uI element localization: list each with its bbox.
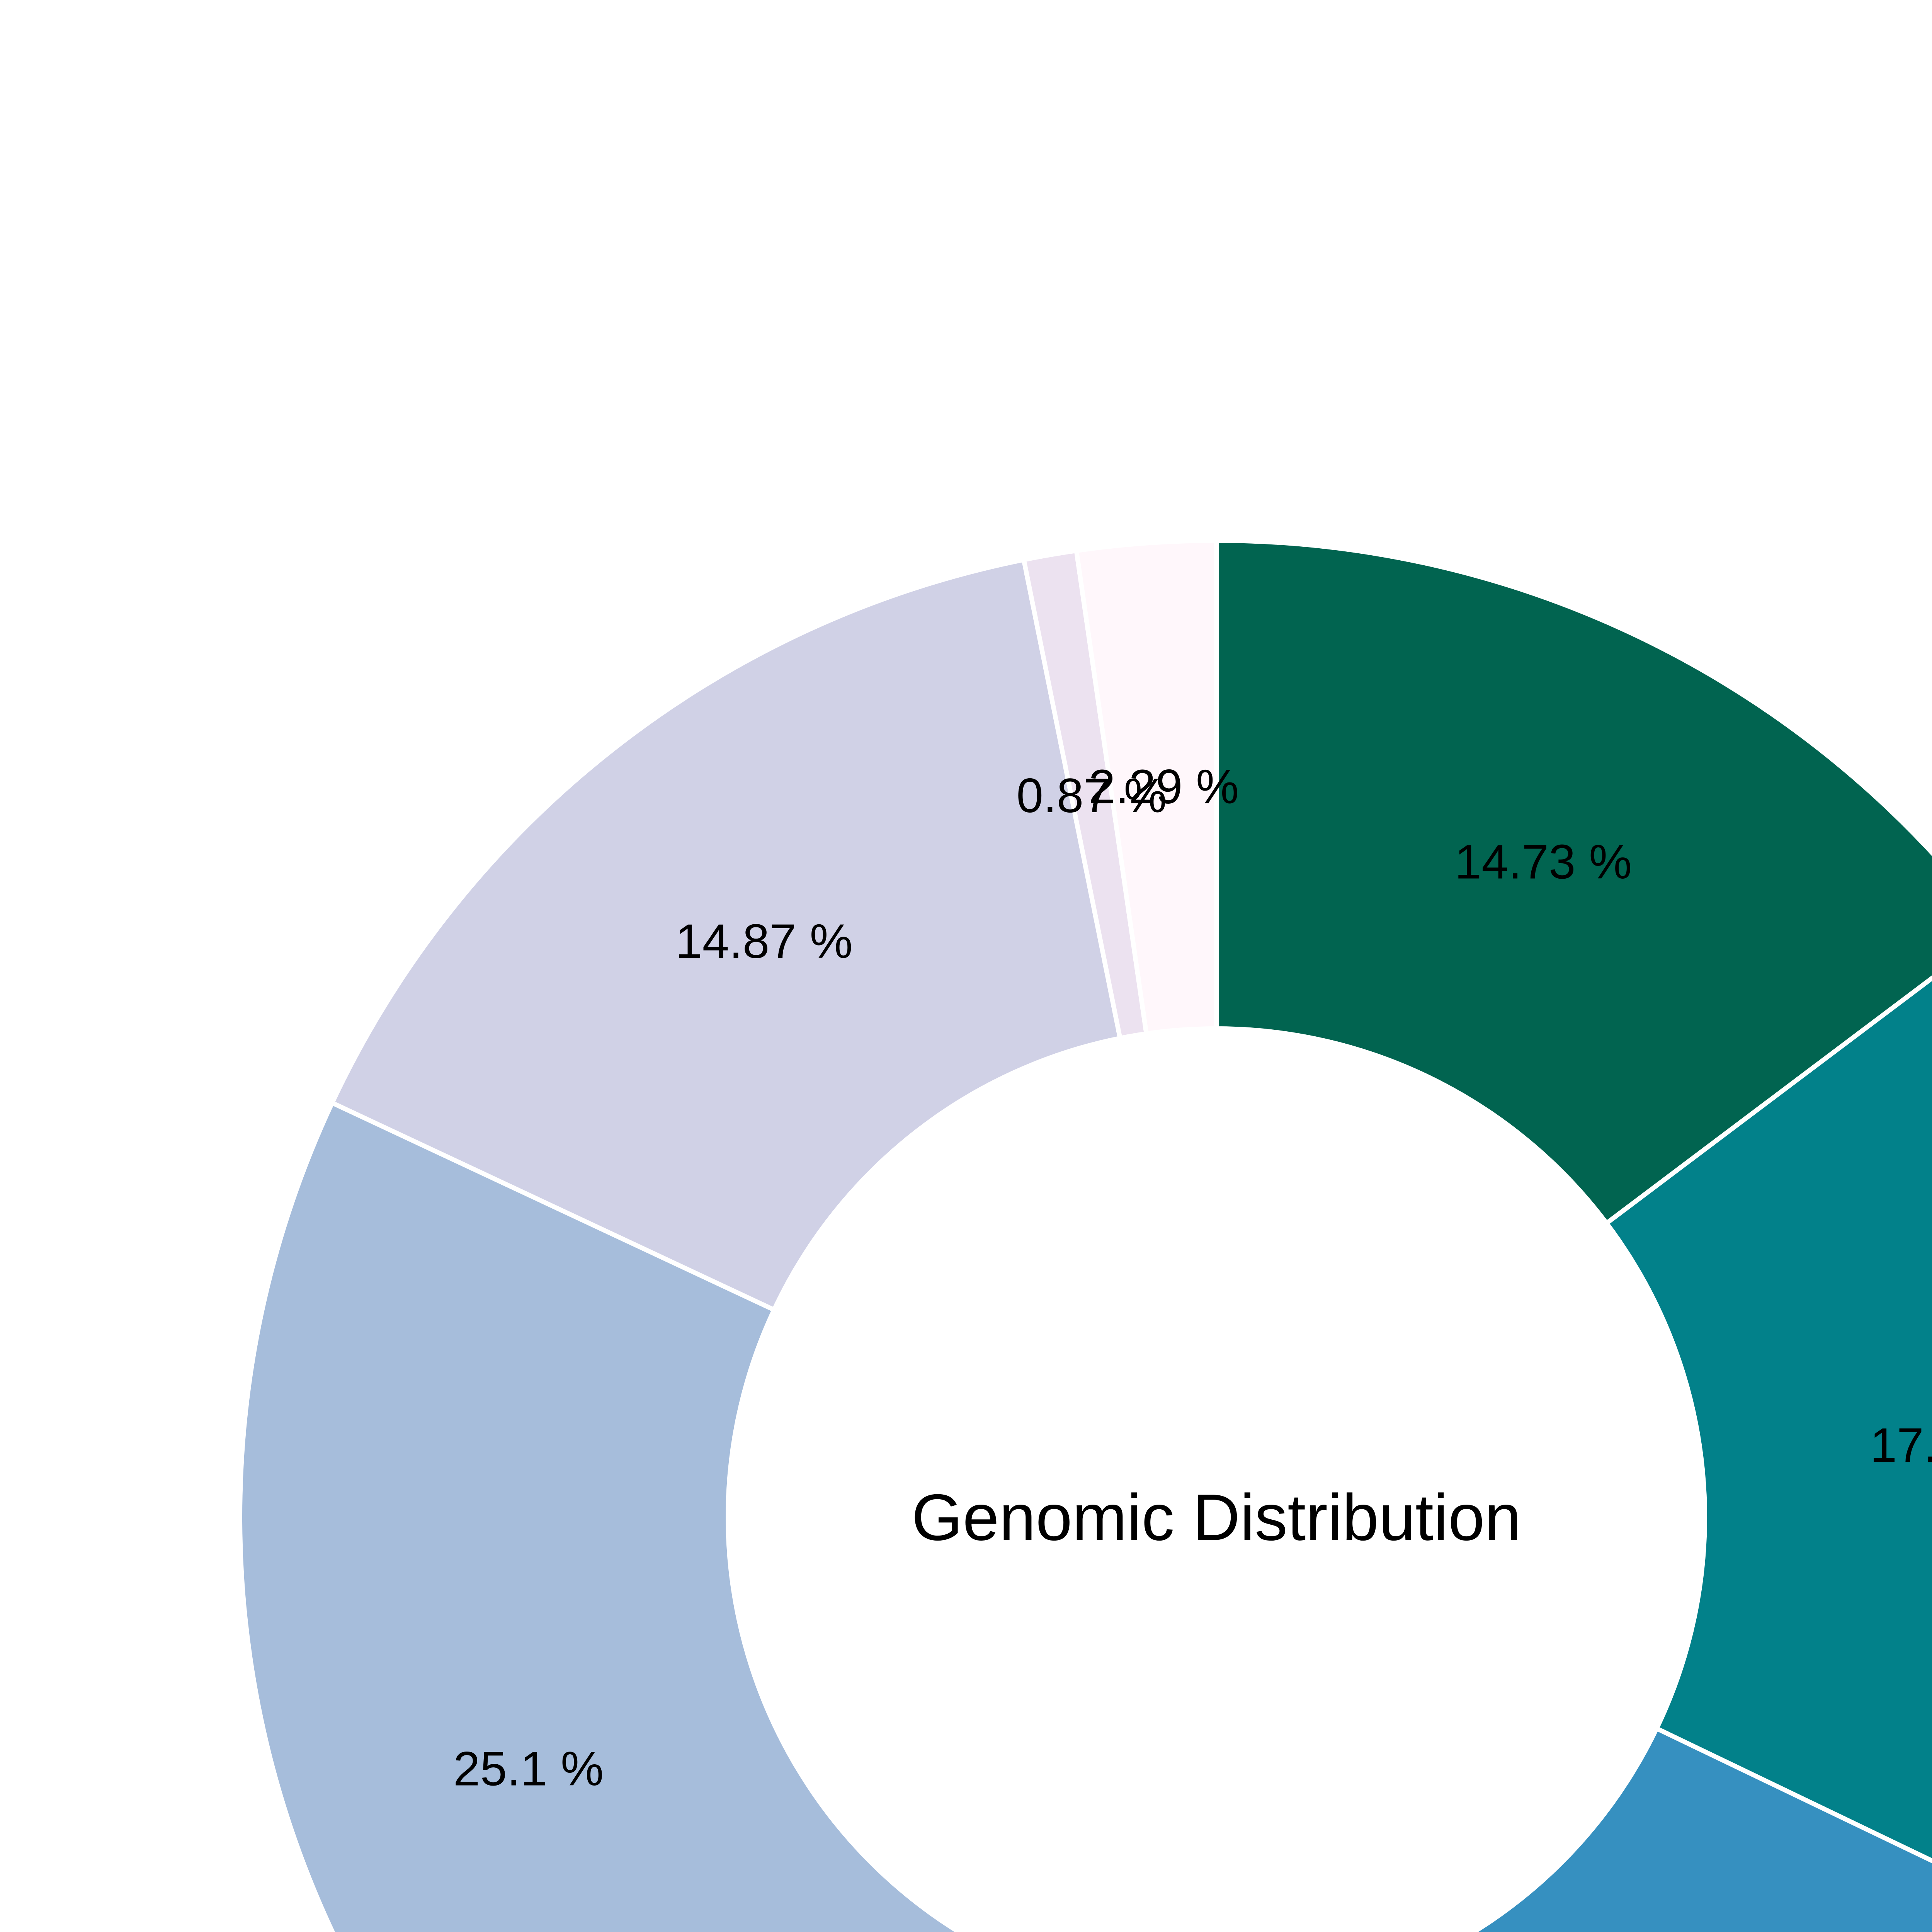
slice-Exon [238, 1100, 963, 1932]
percent-label-Intronexonboundary: 17.4 % [1870, 1418, 1932, 1472]
percent-label-5UTR: 14.87 % [675, 915, 853, 968]
slice-Intron [1469, 1726, 1932, 1932]
percent-label-3UTR: 0.87 % [1016, 769, 1167, 823]
percent-label-Exon: 25.1 % [453, 1742, 604, 1796]
percent-label-Promoter: 14.73 % [1455, 835, 1632, 889]
slice-5UTR [330, 557, 1122, 1312]
slice-percent-labels: 14.73 %17.4 %14.36 %10.39 %25.1 %14.87 %… [453, 760, 1932, 1796]
donut-slices [238, 538, 1932, 1932]
chart-title: Genomic Distribution [912, 1481, 1521, 1554]
percent-label-1to5kb: 2.29 % [1088, 760, 1239, 814]
slice-1to5kb [1074, 538, 1219, 1036]
slice-Promoter [1214, 538, 1932, 1226]
slice-Intronexonboundary [1604, 975, 1932, 1864]
